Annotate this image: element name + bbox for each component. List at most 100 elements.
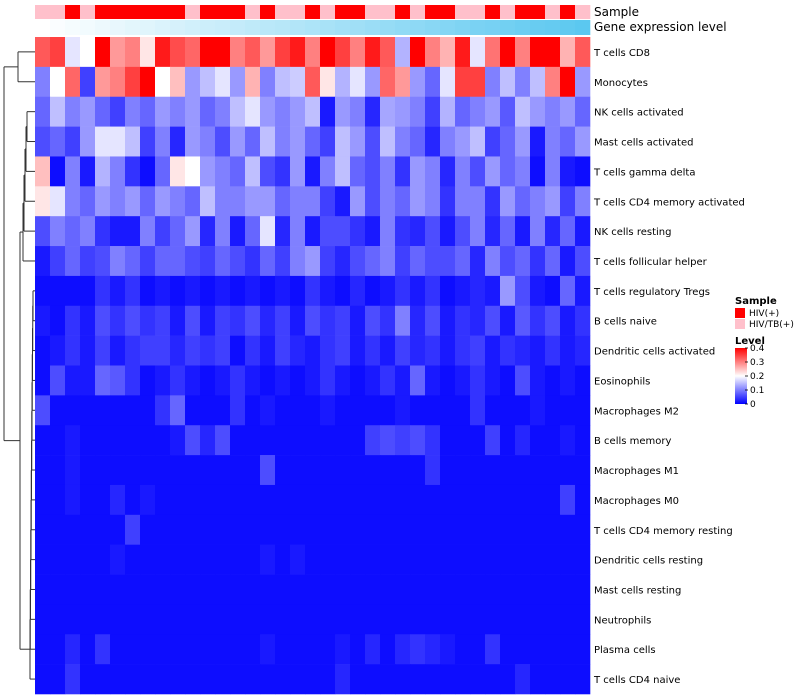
heatmap-cell — [80, 455, 96, 486]
expression-annotation-cell — [350, 20, 366, 35]
heatmap-cell — [245, 66, 261, 98]
heatmap-cell — [200, 186, 216, 217]
heatmap-cell — [545, 484, 561, 516]
heatmap-cell — [365, 186, 381, 217]
heatmap-cell — [335, 156, 351, 187]
heatmap-cell — [215, 514, 231, 545]
heatmap-cell — [215, 246, 231, 277]
heatmap-cell — [200, 514, 216, 545]
heatmap-cell — [35, 514, 51, 545]
heatmap-cell — [290, 425, 306, 456]
heatmap-cell — [380, 156, 396, 187]
heatmap-cell — [170, 425, 186, 456]
heatmap-cell — [215, 305, 231, 336]
heatmap-cell — [125, 604, 141, 635]
heatmap-cell — [230, 544, 246, 575]
sample-annotation-cell — [575, 5, 591, 19]
heatmap-cell — [395, 305, 411, 336]
heatmap-cell — [275, 455, 291, 486]
heatmap-cell — [155, 574, 171, 605]
heatmap-cell — [515, 335, 531, 366]
heatmap-cell — [470, 126, 486, 157]
heatmap-cell — [35, 96, 51, 127]
heatmap-cell — [335, 335, 351, 366]
heatmap-cell — [140, 335, 156, 366]
heatmap-cell — [155, 305, 171, 336]
sample-annotation-cell — [245, 5, 261, 19]
heatmap-cell — [65, 335, 81, 366]
heatmap-cell — [95, 604, 111, 635]
heatmap-cell — [290, 365, 306, 396]
heatmap-cell — [485, 544, 501, 575]
heatmap-cell — [140, 96, 156, 127]
heatmap-cell — [545, 425, 561, 456]
heatmap-cell — [95, 664, 111, 695]
heatmap-cell — [305, 335, 321, 366]
heatmap-cell — [245, 126, 261, 157]
heatmap-cell — [350, 574, 366, 605]
heatmap-cell — [305, 126, 321, 157]
heatmap-cell — [350, 455, 366, 486]
heatmap-cell — [245, 275, 261, 307]
heatmap-cell — [350, 634, 366, 665]
sample-annotation-cell — [380, 5, 396, 19]
heatmap-cell — [80, 514, 96, 545]
heatmap-cell — [485, 634, 501, 665]
legend-tick-label: 0.1 — [750, 386, 764, 396]
heatmap-cell — [470, 395, 486, 426]
sample-annotation-cell — [530, 5, 546, 19]
heatmap-cell — [515, 186, 531, 217]
heatmap-cell — [560, 544, 576, 575]
heatmap-cell — [230, 425, 246, 456]
heatmap-cell — [305, 514, 321, 545]
heatmap-cell — [215, 604, 231, 635]
row-label: Plasma cells — [594, 645, 656, 656]
heatmap-cell — [515, 514, 531, 545]
heatmap-cell — [410, 514, 426, 545]
heatmap-cell — [410, 156, 426, 187]
heatmap-cell — [500, 335, 516, 366]
heatmap-cell — [320, 126, 336, 157]
heatmap-cell — [485, 246, 501, 277]
heatmap-cell — [335, 66, 351, 98]
heatmap-cell — [485, 365, 501, 396]
heatmap-cell — [155, 484, 171, 516]
heatmap-cell — [140, 574, 156, 605]
heatmap-cell — [140, 455, 156, 486]
heatmap-cell — [290, 156, 306, 187]
heatmap-cell — [350, 425, 366, 456]
heatmap-cell — [215, 275, 231, 307]
heatmap-cell — [140, 66, 156, 98]
heatmap-cell — [440, 425, 456, 456]
heatmap-cell — [395, 664, 411, 695]
gene-expression-track — [35, 20, 591, 35]
heatmap-cell — [65, 186, 81, 217]
heatmap-cell — [275, 37, 291, 68]
heatmap-cell — [560, 216, 576, 247]
heatmap-cell — [320, 186, 336, 217]
heatmap-cell — [455, 335, 471, 366]
heatmap-cell — [50, 544, 66, 575]
heatmap-cell — [275, 186, 291, 217]
heatmap-cell — [50, 126, 66, 157]
heatmap-cell — [440, 37, 456, 68]
heatmap-cell — [335, 216, 351, 247]
heatmap-cell — [500, 275, 516, 307]
heatmap-cell — [560, 275, 576, 307]
heatmap-cell — [275, 246, 291, 277]
heatmap-cell — [140, 634, 156, 665]
heatmap-cell — [515, 96, 531, 127]
heatmap-cell — [125, 335, 141, 366]
heatmap-cell — [65, 246, 81, 277]
heatmap-cell — [500, 395, 516, 426]
legend-sample-entries: HIV(+)HIV/TB(+) — [735, 308, 794, 330]
heatmap-cell — [65, 634, 81, 665]
heatmap-cell — [545, 126, 561, 157]
heatmap-cell — [350, 514, 366, 545]
heatmap-cell — [545, 455, 561, 486]
heatmap-cell — [215, 126, 231, 157]
heatmap-cell — [470, 455, 486, 486]
heatmap-cell — [575, 574, 591, 605]
heatmap-cell — [500, 664, 516, 695]
heatmap-cell — [560, 425, 576, 456]
